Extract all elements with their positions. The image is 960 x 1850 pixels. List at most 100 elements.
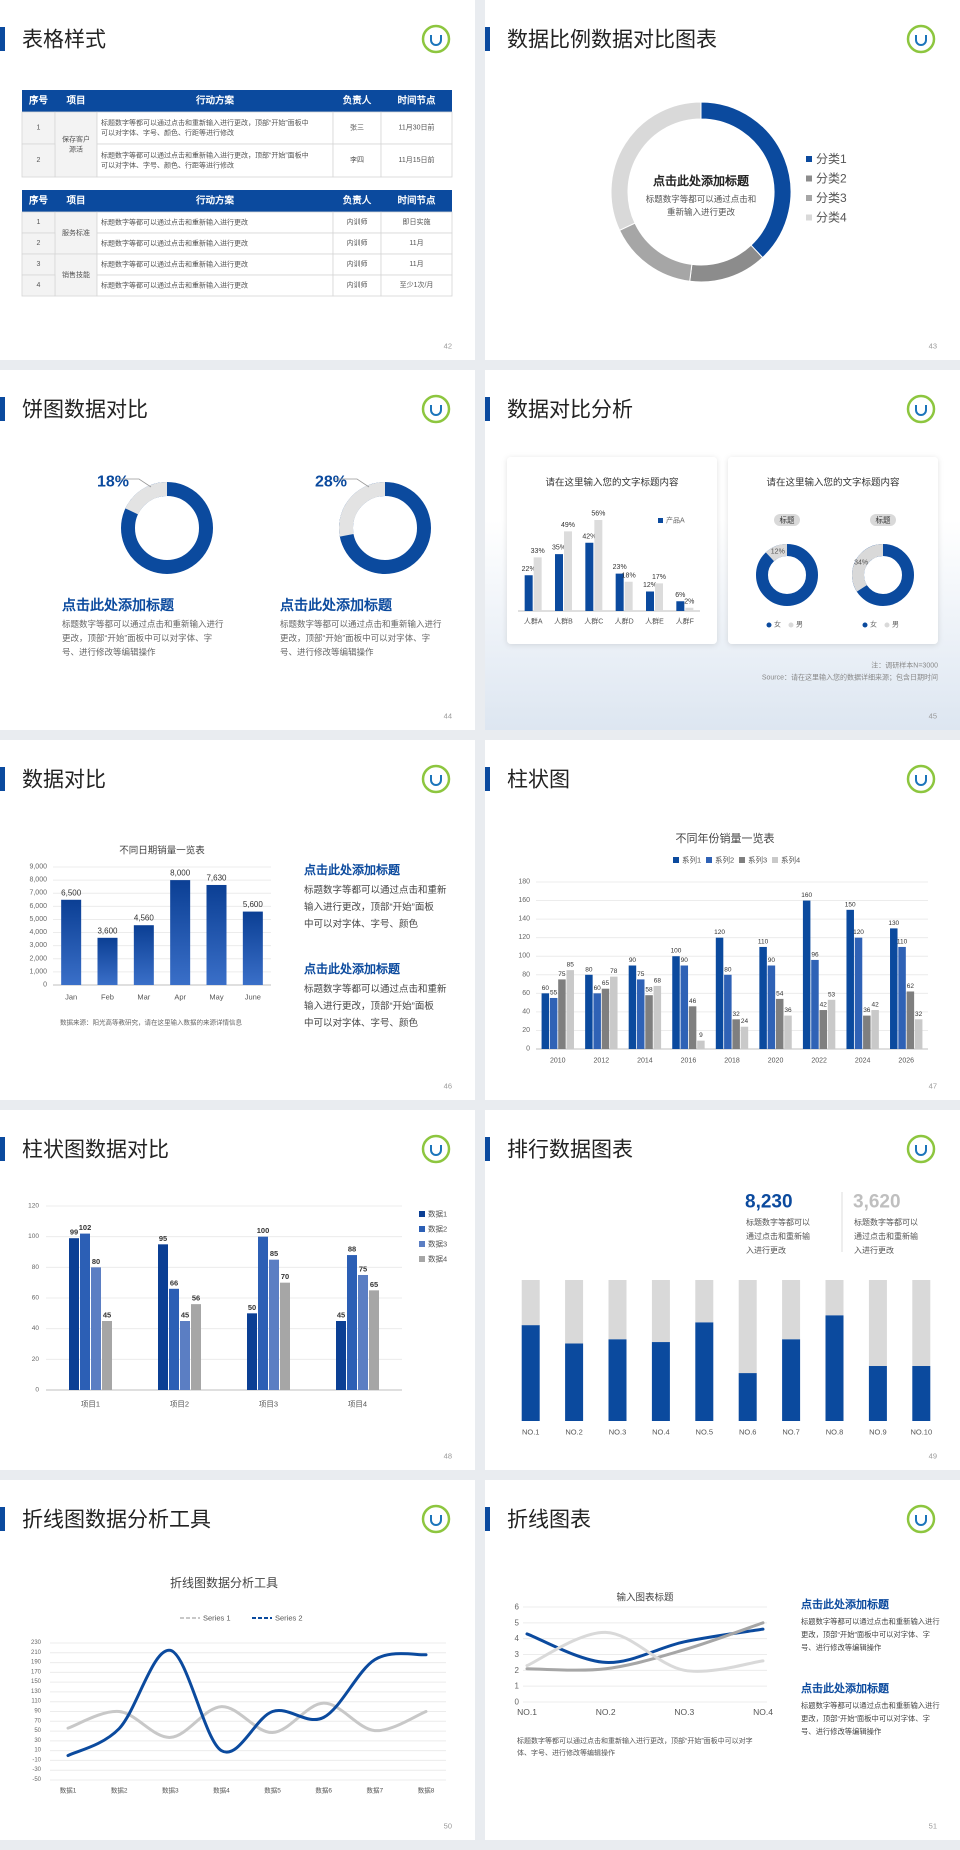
header-cell: 时间节点 <box>397 95 436 107</box>
data-label: 85 <box>567 962 575 969</box>
page-number: 48 <box>444 1452 452 1461</box>
bar <box>594 520 603 611</box>
bar <box>685 607 694 611</box>
bar <box>827 999 836 1049</box>
data-label: 75 <box>558 971 566 978</box>
table-cell <box>54 111 98 178</box>
cell-text: 保存客户源活 <box>62 134 90 153</box>
x-tick-label: 2022 <box>811 1058 827 1065</box>
cell-text: 4 <box>37 282 41 289</box>
legend-label: 分类1 <box>816 152 847 166</box>
logo <box>421 1504 451 1534</box>
card-title: 请在这里输入您的文字标题内容 <box>766 477 900 489</box>
x-tick-label: NO.4 <box>652 1428 670 1437</box>
bar <box>655 583 663 611</box>
text-line: 标题数字等都可以通过点击和重新输入进行更改 <box>101 259 248 268</box>
logo <box>421 394 451 424</box>
data-label: 46 <box>689 998 697 1005</box>
data-label: 85 <box>270 1249 278 1258</box>
slide-title: 柱状图数据对比 <box>22 1139 169 1162</box>
data-label: 35% <box>552 545 566 552</box>
cell-text: 2 <box>37 240 41 247</box>
table-cell <box>54 253 98 297</box>
text-line: 号、进行修改等编辑操作 <box>280 647 374 657</box>
logo-mark <box>915 35 927 46</box>
donut-slice <box>689 244 764 283</box>
block-title: 点击此处添加标题 <box>304 961 401 976</box>
legend-swatch <box>673 857 679 863</box>
x-tick-label: June <box>245 993 261 1002</box>
text-line: 号、进行修改等编辑操作 <box>62 647 156 657</box>
text-line: 通过点击和重新输 <box>854 1231 918 1241</box>
logo-mark <box>430 1515 442 1526</box>
x-tick-label: NO.2 <box>565 1428 583 1437</box>
data-label: 62 <box>907 983 915 990</box>
bar <box>61 899 82 985</box>
data-label: 24 <box>741 1018 749 1025</box>
bar <box>759 946 767 1049</box>
value-label: 34% <box>854 559 868 566</box>
stat-number: 3,620 <box>853 1192 901 1213</box>
logo-ring <box>906 394 936 424</box>
bar <box>697 1040 705 1049</box>
y-tick-label: 7,000 <box>29 890 47 897</box>
page-number: 45 <box>929 712 937 721</box>
data-label: 80 <box>724 966 732 973</box>
y-tick-label: 2,000 <box>29 955 47 962</box>
slide: 柱状图数据对比 48 0 20 40 60 80 100 120 项目1 项目2 项目3 项目4 99 95… <box>0 1110 475 1470</box>
y-tick-label: 0 <box>43 982 47 989</box>
y-tick-label: 0 <box>526 1046 530 1053</box>
table-header <box>22 190 452 212</box>
cell-text: 11月30日前 <box>398 123 434 132</box>
bar <box>91 1267 101 1390</box>
data-label: 49% <box>561 522 575 529</box>
x-tick-label: 2010 <box>550 1058 566 1065</box>
data-label: 66 <box>170 1278 178 1287</box>
x-tick-label: 人群C <box>584 617 603 626</box>
x-tick-label: 人群E <box>645 617 664 626</box>
text-line: 源活 <box>69 144 83 153</box>
bar <box>206 884 227 985</box>
pill <box>870 514 896 526</box>
bar <box>775 998 784 1049</box>
logo-mark <box>430 775 442 786</box>
bar-segment <box>738 1280 757 1374</box>
line-series <box>66 1701 428 1739</box>
data-label: 2% <box>684 598 694 605</box>
table-cell <box>96 111 334 145</box>
y-tick-label: 70 <box>34 1718 41 1724</box>
data-label: 68 <box>654 977 662 984</box>
logo <box>906 1504 936 1534</box>
title-accent <box>485 1507 490 1531</box>
y-tick-label: 5,000 <box>29 916 47 923</box>
pill-label: 标题 <box>780 515 795 525</box>
x-tick-label: NO.3 <box>609 1428 627 1437</box>
data-label: 3,600 <box>97 926 118 935</box>
header-cell: 序号 <box>29 195 49 207</box>
y-tick-label: 4,000 <box>29 929 47 936</box>
chart-title: 不同日期销量一览表 <box>119 845 205 857</box>
x-tick-label: 数据4 <box>213 1786 230 1795</box>
chart-title: 点击此处添加标题 <box>653 173 750 188</box>
data-label: 18% <box>622 572 636 579</box>
y-tick-label: 6,000 <box>29 903 47 910</box>
header-cell: 行动方案 <box>195 195 235 207</box>
bar <box>69 1238 79 1390</box>
block-text: 标题数字等都可以通过点击和重新输入进行更改，顶部“开始”面板中可以对字体、字号、… <box>801 1617 940 1652</box>
text-line: 销售技能 <box>62 270 90 279</box>
x-tick-label: 2016 <box>681 1058 697 1065</box>
data-label: 90 <box>629 957 637 964</box>
cell-text: 11月15日前 <box>398 155 434 164</box>
y-tick-label: -50 <box>32 1777 41 1783</box>
data-label: 36 <box>784 1007 792 1014</box>
text-line: 中可以对字体、字号、颜色 <box>304 1017 419 1029</box>
bar <box>767 965 776 1049</box>
page-number: 44 <box>444 712 452 721</box>
data-label: 110 <box>758 938 769 945</box>
cell-text: 标题数字等都可以通过点击和重新输入进行更改，顶部“开始”面板中可以对字体、字号、… <box>101 118 309 137</box>
slide-title: 数据对比分析 <box>507 399 633 422</box>
block-text: 标题数字等都可以通过点击和重新输入进行更改，顶部“开始”面板中可以对字体、字号、… <box>304 983 447 1029</box>
x-tick-label: NO.3 <box>674 1707 694 1717</box>
legend-label: 分类3 <box>816 191 847 205</box>
line-series <box>66 1648 428 1758</box>
